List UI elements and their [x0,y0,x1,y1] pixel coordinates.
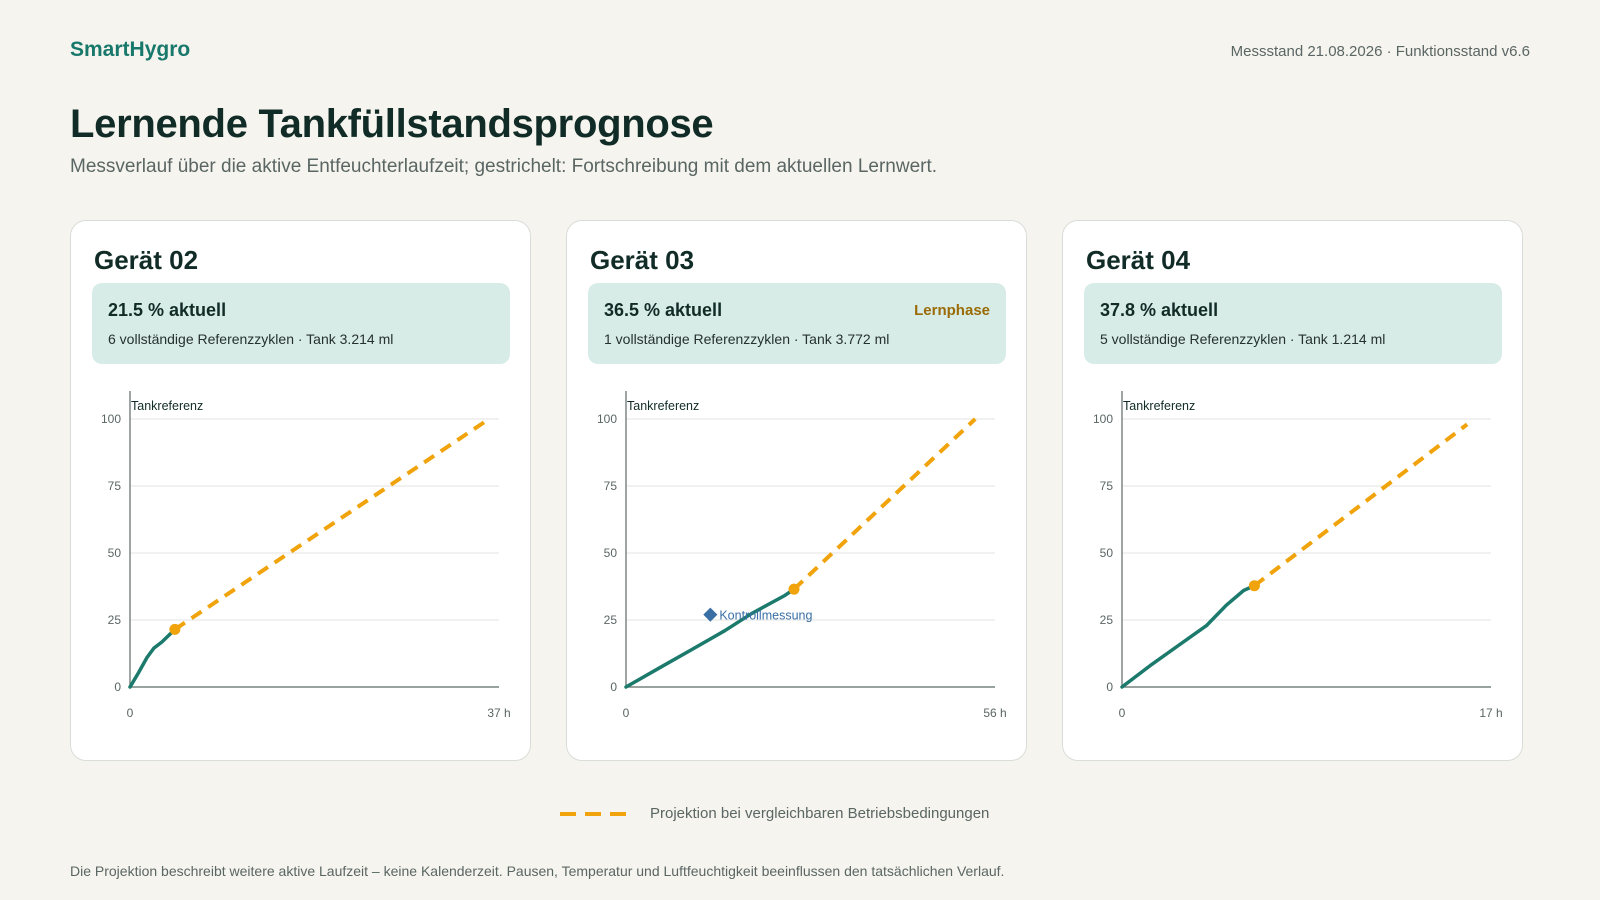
y-tick-label: 75 [108,479,122,493]
legend-label: Projektion bei vergleichbaren Betriebsbe… [650,805,990,822]
x-tick-label: 0 [1119,706,1126,720]
status-box: 37.8 % aktuell 5 vollständige Referenzzy… [1084,283,1502,364]
measured-line [1120,583,1257,689]
tank-chart-04: 0 25 50 75 100 Tankreferenz 0 17 h [1093,391,1503,720]
device-card-04: Gerät 04 37.8 % aktuell 5 vollständige R… [1062,220,1523,761]
device-card-03: Gerät 03 36.5 % aktuell Lernphase 1 voll… [566,220,1027,761]
status-box: 21.5 % aktuell 6 vollständige Referenzzy… [92,283,510,364]
brand-logo: SmartHygro [70,38,191,61]
current-point-marker [169,623,181,635]
projection-line [792,417,977,591]
x-tick-label: 0 [623,706,630,720]
status-badge: Lernphase [914,302,990,319]
device-title: Gerät 03 [590,245,695,275]
device-card-02: Gerät 02 21.5 % aktuell 6 vollständige R… [70,220,531,761]
current-point-marker [788,583,800,595]
y-tick-label: 25 [1100,613,1114,627]
y-tick-label: 100 [1093,412,1113,426]
footnote: Die Projektion beschreibt weitere aktive… [70,863,1005,879]
y-axis-label: Tankreferenz [1123,399,1195,413]
y-tick-label: 100 [597,412,617,426]
status-detail: 6 vollständige Referenzzyklen · Tank 3.2… [108,331,394,347]
current-level: 37.8 % aktuell [1100,300,1219,320]
y-tick-label: 75 [604,479,618,493]
chart-legend: Projektion bei vergleichbaren Betriebsbe… [560,805,989,822]
y-tick-label: 0 [1106,680,1113,694]
measured-line [128,627,177,689]
x-tick-label: 37 h [487,706,510,720]
y-tick-label: 100 [101,412,121,426]
y-axis-label: Tankreferenz [627,399,699,413]
y-tick-label: 25 [604,613,618,627]
device-title: Gerät 02 [94,245,199,275]
status-detail: 5 vollständige Referenzzyklen · Tank 1.2… [1100,331,1386,347]
y-tick-label: 0 [610,680,617,694]
current-level: 21.5 % aktuell [108,300,227,320]
y-tick-label: 0 [114,680,121,694]
control-point-label: Kontrollmessung [719,609,812,623]
tank-chart-03: 0 25 50 75 100 Tankreferenz 0 56 h Kontrollmessu… [597,391,1007,720]
projection-line [173,417,491,632]
projection-line [1253,422,1469,588]
y-tick-label: 50 [1100,546,1114,560]
measured-line [624,587,796,689]
y-tick-label: 25 [108,613,122,627]
x-tick-label: 56 h [983,706,1006,720]
tank-chart-02: 0 25 50 75 100 Tankreferenz 0 37 h [101,391,511,720]
device-title: Gerät 04 [1086,245,1191,275]
current-point-marker [1248,580,1260,592]
y-tick-label: 50 [604,546,618,560]
page-subtitle: Messverlauf über die aktive Entfeuchterl… [70,156,938,177]
y-tick-label: 50 [108,546,122,560]
current-level: 36.5 % aktuell [604,300,723,320]
x-tick-label: 0 [127,706,134,720]
legend-dash-swatch [560,811,628,816]
x-tick-label: 17 h [1479,706,1502,720]
y-tick-label: 75 [1100,479,1114,493]
status-box: 36.5 % aktuell Lernphase 1 vollständige … [588,283,1006,364]
measurement-meta: Messstand 21.08.2026 · Funktionsstand v6… [1230,43,1530,60]
status-detail: 1 vollständige Referenzzyklen · Tank 3.7… [604,331,890,347]
y-axis-label: Tankreferenz [131,399,203,413]
page-title: Lernende Tankfüllstandsprognose [70,102,714,146]
